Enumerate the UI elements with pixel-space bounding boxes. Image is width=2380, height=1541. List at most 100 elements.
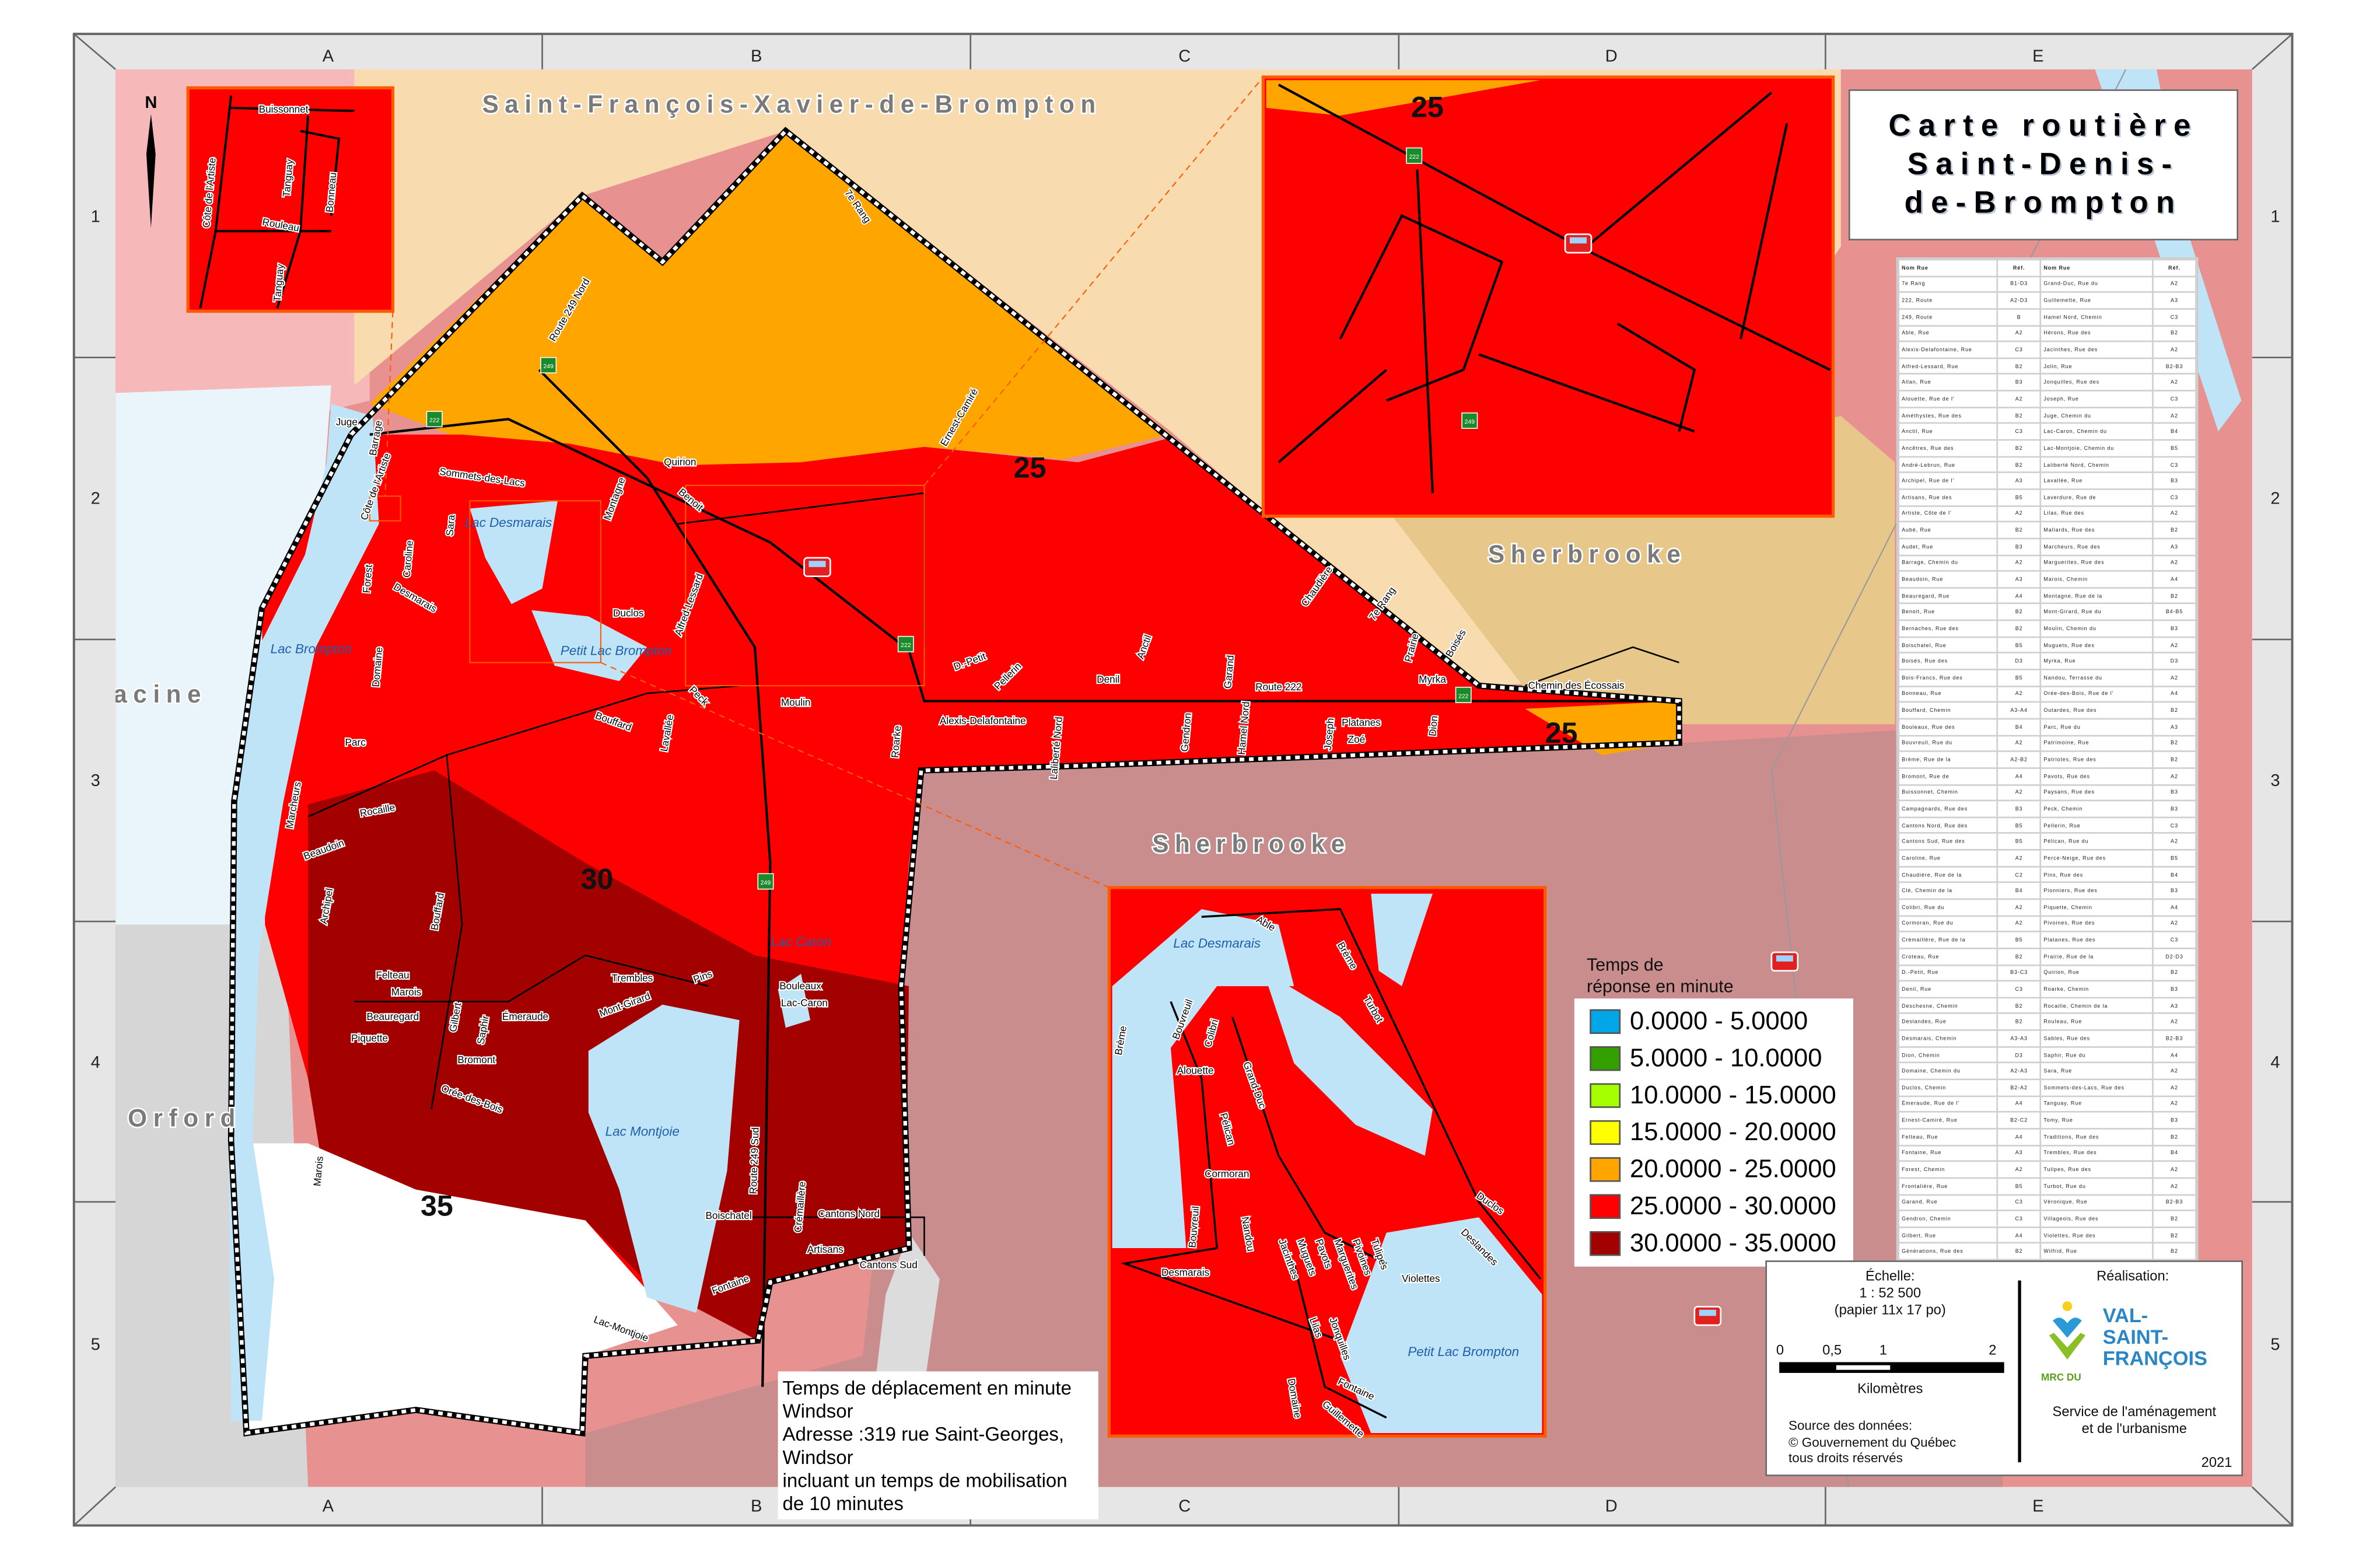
street-ref: B2 (2152, 324, 2197, 343)
street-ref: B5 (1996, 635, 2042, 654)
street-name: Deslandes, Rue (1898, 1013, 1999, 1031)
street-index-row: Garand, Rue C3 Véronique, Rue B2-B3 (1898, 1193, 2197, 1212)
street-name: Marois, Chemin (2039, 570, 2154, 589)
street-ref: B2 (2152, 1242, 2197, 1261)
street-index-row: Denil, Rue C3 Roarke, Chemin B3 (1898, 980, 2197, 998)
street-name: Roarke, Chemin (2039, 980, 2154, 998)
street-name: Turbot, Rue du (2039, 1177, 2154, 1195)
chemin-du-moulin (446, 684, 740, 756)
street-name: Domaine, Chemin du (1898, 1062, 1999, 1081)
street-name: Grand-Duc, Rue du (2039, 275, 2154, 293)
fire-truck-icon (1564, 233, 1592, 254)
street-index-row: Domaine, Chemin du A2-A3 Sara, Rue A2 (1898, 1062, 2197, 1081)
street-index-row: Campagnards, Rue des B3 Peck, Chemin B3 (1898, 799, 2197, 818)
inset-lakes[interactable]: Lac Desmarais Petit Lac Brompton Able Br… (1107, 886, 1547, 1441)
street-label: Bromont (457, 1054, 495, 1065)
street-ref: A4 (2152, 570, 2197, 589)
street-ref: B5 (1996, 833, 2042, 851)
petit-lac-brompton (531, 610, 648, 682)
street-name: Bouffard, Chemin (1898, 701, 1999, 720)
street-label: Denil (1097, 673, 1119, 685)
street-name: Croteau, Rue (1898, 947, 1999, 966)
street-label: Sara (443, 514, 457, 536)
label-sherbrooke-east: Sherbrooke (1488, 540, 1686, 568)
street-index-row: Alouette, Rue de l' A2 Joseph, Rue C3 (1898, 390, 2197, 408)
legend: 0.0000 - 5.0000 5.0000 - 10.0000 10.0000 -… (1574, 998, 1853, 1267)
fire-truck-icon (1693, 1306, 1722, 1326)
source-line: tous droits réservés (1788, 1449, 1903, 1466)
street-ref: A2 (2152, 669, 2197, 687)
shield-label: 222 (901, 642, 911, 649)
zone-label-25: 25 (1014, 452, 1046, 484)
legend-label: 15.0000 - 20.0000 (1629, 1117, 1836, 1146)
street-name: Villageois, Rue des (2039, 1210, 2154, 1228)
street-index-row: Colibri, Rue du A2 Piquette, Chemin A4 (1898, 898, 2197, 917)
street-name: Brème, Rue de la (1898, 750, 1999, 769)
street-name: Juge, Chemin du (2039, 406, 2154, 425)
street-ref: A4 (1996, 586, 2042, 605)
street-ref: B3 (2152, 980, 2197, 998)
label-orford: Orford (128, 1104, 242, 1131)
street-index-row: Cormoran, Rue du A2 Pivoines, Rue des A2 (1898, 914, 2197, 933)
street-index-row: Croteau, Rue B2 Prairie, Rue de la D2-D3 (1898, 947, 2197, 966)
grid-col-e: E (2032, 47, 2043, 66)
street-label: Quirion (664, 456, 696, 468)
street-ref: B3 (1996, 537, 2042, 556)
inset-village-center[interactable]: 25 222 249 (1261, 75, 1835, 518)
street-index-row: Allan, Rue B3 Jonquilles, Rue des A2 (1898, 373, 2197, 392)
inset-village-west[interactable]: Buissonnet Côte de l'Artiste Tanguay Bon… (186, 86, 395, 313)
street-name: Marcheurs, Rue des (2039, 537, 2154, 556)
street-index-row: Deslandes, Rue B2 Rouleau, Rue A2 (1898, 1013, 2197, 1031)
street-index-row: Anctil, Rue C3 Lac-Caron, Chemin du B4 (1898, 422, 2197, 441)
street-index-row: Archipel, Rue de l' A3 Lavallée, Rue B3 (1898, 471, 2197, 490)
logo-prefix: MRC DU (2041, 1372, 2081, 1384)
shield-label: 222 (429, 417, 440, 424)
street-ref: A2 (2152, 275, 2197, 293)
street-name: Patrimoine, Rue (2039, 734, 2154, 753)
street-name: Lilas, Rue des (2039, 505, 2154, 523)
street-ref: A2 (2152, 914, 2197, 933)
street-index: Nom Rue Réf. Nom Rue Réf. 7e Rang B1-D3 Gr… (1896, 257, 2199, 1279)
source-line: Source des données: (1788, 1417, 1913, 1433)
col-header-name: Nom Rue (1898, 258, 1999, 277)
col-header-name: Nom Rue (2039, 258, 2154, 277)
street-index-header: Nom Rue Réf. Nom Rue Réf. (1898, 258, 2197, 277)
street-name: Gilbert, Rue (1898, 1226, 1999, 1245)
street-index-row: Beauregard, Rue A4 Montagne, Rue de la B2 (1898, 586, 2197, 605)
street-ref: A3-A4 (1996, 701, 2042, 720)
north-arrow: N (145, 93, 157, 228)
street-ref: B2 (1996, 439, 2042, 457)
street-name: Boischatel, Rue (1898, 635, 1999, 654)
street-ref: B5 (1996, 488, 2042, 506)
divider (2018, 1280, 2021, 1463)
street-index-row: Gendron, Chemin C3 Villageois, Rue des B2 (1898, 1210, 2197, 1228)
zone-20-25 (369, 131, 1171, 478)
street-name: Mallards, Rue des (2039, 521, 2154, 539)
street-ref: A2 (1996, 1161, 2042, 1179)
street-name: Alfred-Lessard, Rue (1898, 357, 1999, 375)
grid-col-c-bottom: C (1178, 1497, 1191, 1516)
legend-swatch (1590, 1120, 1621, 1145)
street-index-row: Améthystes, Rue des B2 Juge, Chemin du A2 (1898, 406, 2197, 425)
year: 2021 (2201, 1454, 2232, 1470)
fire-truck-icon (803, 557, 831, 577)
route-222 (369, 418, 1679, 703)
lake-label: Lac Caron (771, 934, 831, 949)
street-name: Cormoran, Rue du (1898, 914, 1999, 933)
street-ref: B2 (2152, 1127, 2197, 1146)
grid-labels: A B C D E A B C D E 1 2 3 4 5 1 2 3 4 5 (91, 47, 2280, 1516)
inset-lake-label: Lac Desmarais (1173, 936, 1261, 951)
street-label: Marois (391, 986, 421, 998)
street-name: Bouleaux, Rue des (1898, 718, 1999, 736)
zone-35-plus (234, 1143, 678, 1433)
north-arrow-label: N (145, 93, 157, 112)
street-index-row: Alexis-Delafontaine, Rue C3 Jacinthes, Rue… (1898, 341, 2197, 359)
shield-label: 249 (543, 363, 554, 370)
street-name: Bouvreuil, Rue du (1898, 734, 1999, 753)
street-ref: C3 (2152, 816, 2197, 834)
legend-swatch (1590, 1046, 1621, 1071)
street-label: Duclos (613, 607, 643, 619)
source-line: © Gouvernement du Québec (1788, 1434, 1957, 1449)
street-ref: A2 (1996, 914, 2042, 933)
